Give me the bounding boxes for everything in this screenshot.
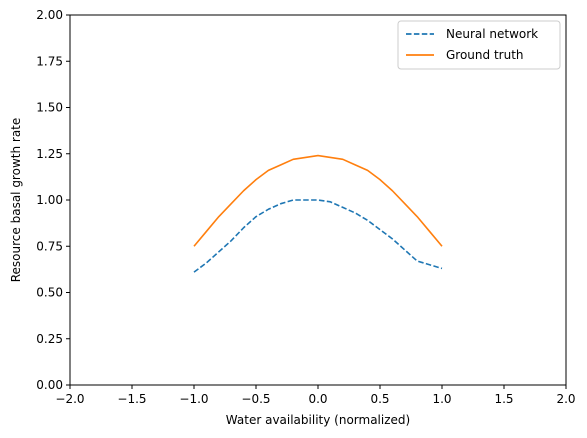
x-tick-label: −0.5 bbox=[241, 392, 270, 406]
y-tick-label: 2.00 bbox=[36, 8, 63, 22]
y-tick-label: 0.00 bbox=[36, 378, 63, 392]
y-tick-label: 1.50 bbox=[36, 101, 63, 115]
y-axis-label: Resource basal growth rate bbox=[9, 118, 23, 283]
legend-label-ground-truth: Ground truth bbox=[446, 48, 524, 62]
x-tick-label: −2.0 bbox=[55, 392, 84, 406]
legend-box bbox=[397, 20, 561, 70]
y-tick-label: 0.25 bbox=[36, 332, 63, 346]
x-tick-label: 2.0 bbox=[556, 392, 575, 406]
x-axis-ticks: −2.0 −1.5 −1.0 −0.5 0.0 0.5 1.0 1.5 2.0 bbox=[55, 385, 576, 406]
x-axis-label: Water availability (normalized) bbox=[226, 413, 410, 427]
y-tick-label: 1.25 bbox=[36, 147, 63, 161]
y-tick-label: 1.00 bbox=[36, 193, 63, 207]
series-layer bbox=[193, 154, 443, 273]
x-tick-label: 0.5 bbox=[370, 392, 389, 406]
y-tick-label: 0.50 bbox=[36, 286, 63, 300]
y-tick-label: 1.75 bbox=[36, 54, 63, 68]
x-tick-label: −1.5 bbox=[117, 392, 146, 406]
x-tick-label: 0.0 bbox=[308, 392, 327, 406]
y-axis-ticks: 0.00 0.25 0.50 0.75 1.00 1.25 1.50 1.75 2.00 bbox=[36, 8, 70, 392]
legend-label-neural-network: Neural network bbox=[446, 27, 538, 41]
legend: Neural network Ground truth bbox=[397, 20, 561, 70]
y-tick-label: 0.75 bbox=[36, 239, 63, 253]
series-line-neural-network bbox=[193, 199, 443, 273]
x-tick-label: 1.5 bbox=[494, 392, 513, 406]
series-line-ground-truth bbox=[193, 154, 443, 247]
x-tick-label: −1.0 bbox=[179, 392, 208, 406]
x-tick-label: 1.0 bbox=[432, 392, 451, 406]
